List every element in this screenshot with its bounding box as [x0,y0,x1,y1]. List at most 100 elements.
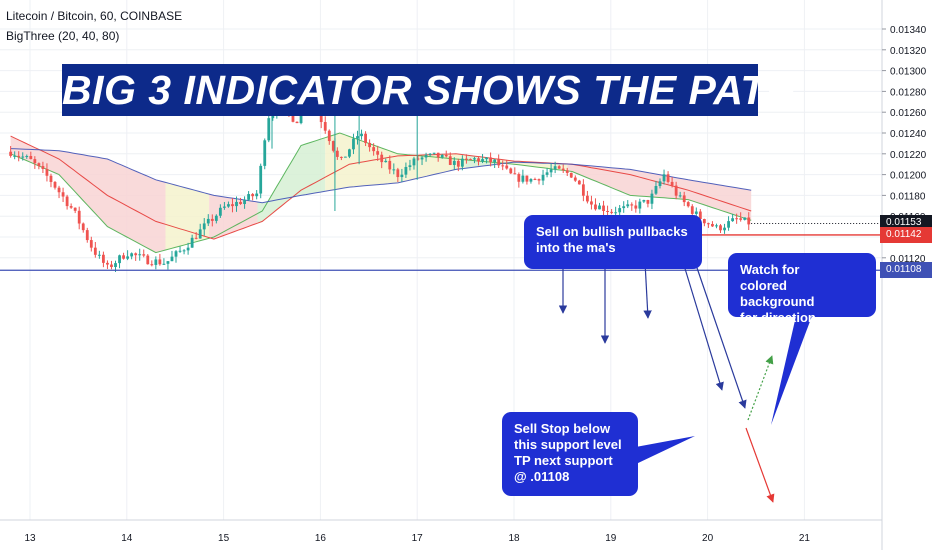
candle-up [694,211,698,214]
candle-down [331,141,335,151]
candle-down [69,206,73,208]
callout-line: this support level [514,437,622,452]
candle-down [9,151,13,156]
candle-down [57,187,61,193]
candle-down [291,111,295,122]
candle-up [114,263,117,268]
candle-up [21,156,25,158]
candle-down [110,264,113,268]
candle-up [424,154,428,158]
candle-up [541,174,545,181]
callout-pullback-note: Sell on bullish pullbacks into the ma's [524,215,702,269]
candle-up [126,256,130,259]
candle-down [602,205,605,211]
candle-down [533,179,537,181]
candle-down [416,158,420,160]
candle-down [711,223,714,227]
candle-up [162,263,166,265]
candle-up [263,140,267,166]
candle-up [485,157,488,160]
callout-watch-note: Watch for colored background for directi… [728,253,876,325]
candle-up [614,212,618,214]
candle-up [218,207,222,216]
candle-down [573,177,577,181]
candle-up [97,254,101,256]
time-tick-label: 18 [508,533,520,544]
price-tick-label: 0.01120 [890,254,926,265]
background-zone-neutral [325,133,466,192]
candle-down [73,207,77,211]
candle-down [469,159,472,161]
candle-down [577,180,581,185]
candle-up [348,149,351,157]
candle-down [29,156,33,160]
candle-down [158,259,162,265]
candle-up [198,229,202,239]
candle-down [581,184,585,196]
candle-up [174,251,178,257]
candle-down [477,158,480,162]
candle-up [432,152,436,154]
candle-up [521,175,525,182]
time-axis: 13 14 15 16 17 18 19 20 21 [0,519,882,544]
candle-up [400,174,404,178]
candle-down [380,154,384,163]
candle-up [166,261,170,264]
candle-down [561,168,565,171]
candle-down [122,255,125,259]
candle-down [194,237,198,239]
candle-up [13,155,17,157]
candle-down [606,210,609,212]
candle-up [452,160,456,165]
time-tick-label: 19 [605,533,617,544]
candle-up [267,118,271,141]
candle-up [384,160,388,163]
candle-up [243,199,246,205]
candle-up [642,199,646,202]
background-zone-neutral [494,158,568,171]
time-tick-label: 13 [24,533,36,544]
candle-down [707,223,710,225]
candle-down [456,160,460,167]
candle-down [739,218,743,220]
indicator-title: BigThree (20, 40, 80) [6,29,120,43]
candle-down [557,166,561,169]
candle-up [259,165,263,194]
candle-up [626,204,630,207]
candle-down [210,218,214,221]
time-tick-label: 21 [799,533,811,544]
candle-down [106,262,109,265]
candle-up [154,259,158,265]
symbol-title: Litecoin / Bitcoin, 60, COINBASE [6,9,183,23]
candle-down [497,159,501,166]
pullback-arrow [694,261,747,409]
candle-down [368,142,372,148]
candle-up [356,136,359,139]
price-tick-label: 0.01260 [890,108,927,119]
candle-up [529,179,533,182]
candle-down [85,230,89,241]
candle-down [489,157,493,163]
candle-up [493,159,497,163]
candle-up [428,153,432,155]
candle-down [134,253,138,256]
candle-up [658,181,662,187]
candle-down [49,175,53,182]
candle-up [214,215,218,221]
candle-down [146,255,150,265]
candle-down [465,158,468,160]
candle-up [553,166,557,170]
candle-up [408,165,412,167]
candle-up [654,186,658,194]
candle-up [360,133,363,137]
candle-down [77,210,81,224]
candle-down [630,204,634,206]
watch-callout-pointer [771,316,812,425]
downside-target-arrow [745,427,775,503]
candle-up [618,208,622,213]
candle-up [678,195,682,197]
callout-line: colored background [740,278,815,309]
candle-down [690,206,694,214]
candle-up [206,218,210,224]
candle-down [372,147,376,152]
